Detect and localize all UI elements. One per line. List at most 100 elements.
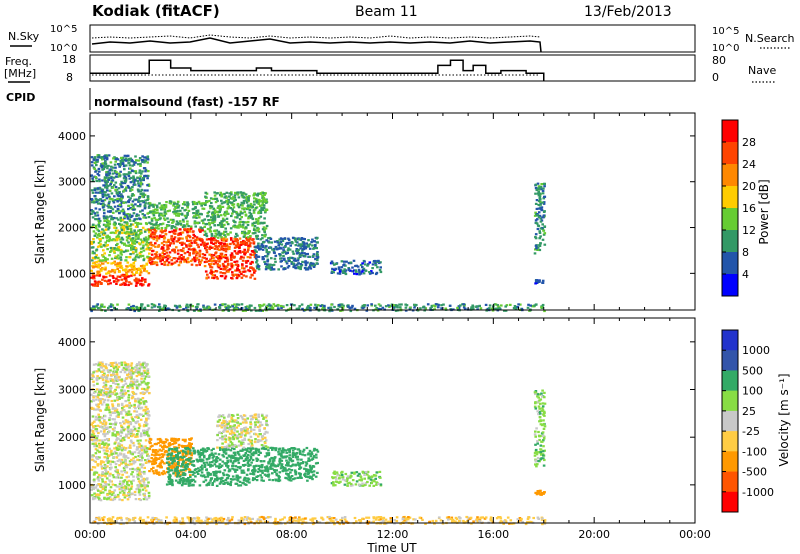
- data-cell: [104, 225, 108, 228]
- data-cell: [539, 242, 542, 245]
- data-cell: [190, 242, 193, 245]
- data-cell: [116, 397, 120, 400]
- data-cell: [215, 270, 219, 273]
- data-cell: [147, 434, 150, 437]
- data-cell: [133, 230, 137, 233]
- data-cell: [126, 227, 129, 230]
- data-cell: [233, 237, 236, 240]
- data-cell: [490, 307, 494, 310]
- data-cell: [123, 282, 127, 286]
- data-cell: [132, 475, 135, 478]
- data-cell: [243, 233, 247, 237]
- data-cell: [106, 271, 110, 274]
- data-cell: [246, 207, 250, 210]
- data-cell: [234, 226, 237, 229]
- data-cell: [139, 479, 142, 482]
- data-cell: [120, 228, 124, 231]
- data-cell: [90, 438, 94, 441]
- data-cell: [257, 210, 261, 213]
- data-cell: [188, 236, 192, 239]
- data-cell: [185, 244, 188, 247]
- data-cell: [240, 192, 244, 196]
- data-cell: [152, 214, 156, 217]
- data-cell: [96, 214, 100, 217]
- data-cell: [95, 437, 99, 440]
- data-cell: [122, 177, 126, 180]
- data-cell: [168, 209, 171, 212]
- data-cell: [188, 245, 191, 248]
- data-cell: [367, 263, 370, 266]
- data-cell: [208, 306, 211, 309]
- data-cell: [536, 192, 540, 195]
- data-cell: [145, 240, 149, 244]
- data-cell: [146, 158, 150, 161]
- data-cell: [115, 277, 118, 280]
- data-cell: [153, 233, 156, 236]
- data-cell: [199, 238, 202, 241]
- data-cell: [162, 249, 165, 252]
- data-cell: [251, 224, 254, 227]
- data-cell: [299, 263, 303, 266]
- data-cell: [256, 201, 259, 204]
- data-cell: [146, 174, 150, 177]
- data-cell: [114, 361, 118, 364]
- freq-tick-high: 18: [62, 53, 76, 66]
- data-cell: [118, 443, 122, 446]
- data-cell: [172, 211, 175, 214]
- data-cell: [160, 262, 164, 266]
- data-cell: [173, 251, 177, 254]
- data-cell: [115, 256, 119, 259]
- data-cell: [299, 265, 303, 268]
- data-cell: [96, 282, 100, 285]
- data-cell: [132, 444, 136, 447]
- data-cell: [281, 238, 284, 241]
- data-cell: [92, 238, 95, 241]
- data-cell: [179, 222, 182, 225]
- data-cell: [257, 212, 260, 215]
- data-cell: [104, 365, 107, 368]
- data-cell: [103, 415, 107, 418]
- data-cell: [173, 440, 176, 443]
- data-cell: [91, 256, 95, 259]
- data-cell: [330, 261, 334, 264]
- data-cell: [304, 268, 308, 271]
- data-cell: [172, 237, 176, 240]
- data-cell: [534, 244, 538, 247]
- data-cell: [137, 491, 141, 494]
- data-cell: [399, 306, 402, 309]
- data-cell: [94, 442, 98, 445]
- data-cell: [97, 217, 101, 220]
- data-cell: [133, 183, 137, 186]
- data-cell: [115, 235, 119, 238]
- data-cell: [240, 272, 243, 276]
- data-cell: [93, 161, 97, 164]
- data-cell: [222, 201, 226, 204]
- data-cell: [121, 391, 125, 394]
- data-cell: [92, 480, 96, 483]
- data-cell: [262, 206, 266, 209]
- data-cell: [93, 435, 97, 438]
- data-cell: [96, 211, 99, 214]
- data-cell: [132, 212, 136, 215]
- data-cell: [216, 240, 220, 243]
- data-cell: [366, 304, 369, 307]
- data-cell: [163, 444, 166, 447]
- data-cell: [131, 164, 134, 167]
- data-cell: [226, 212, 229, 215]
- data-cell: [282, 254, 285, 258]
- data-cell: [255, 261, 258, 264]
- data-cell: [122, 438, 126, 442]
- data-cell: [238, 246, 241, 249]
- data-cell: [93, 420, 96, 423]
- data-cell: [107, 164, 110, 167]
- data-cell: [121, 242, 124, 245]
- data-cell: [262, 196, 266, 199]
- data-cell: [173, 236, 177, 239]
- data-cell: [125, 273, 129, 276]
- data-cell: [236, 264, 240, 267]
- data-cell: [110, 239, 114, 242]
- data-cell: [282, 268, 285, 271]
- data-cell: [122, 480, 125, 483]
- data-cell: [120, 412, 123, 415]
- colorbar-swatch: [722, 208, 738, 231]
